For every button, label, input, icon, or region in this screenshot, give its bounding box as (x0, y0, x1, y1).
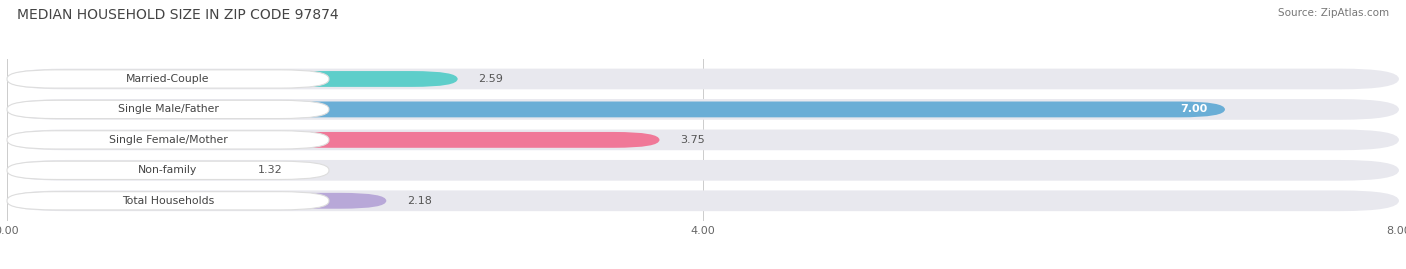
Text: MEDIAN HOUSEHOLD SIZE IN ZIP CODE 97874: MEDIAN HOUSEHOLD SIZE IN ZIP CODE 97874 (17, 8, 339, 22)
FancyBboxPatch shape (7, 161, 329, 179)
FancyBboxPatch shape (7, 162, 236, 178)
Text: 7.00: 7.00 (1180, 104, 1208, 114)
FancyBboxPatch shape (7, 70, 329, 88)
FancyBboxPatch shape (7, 193, 387, 209)
Text: 3.75: 3.75 (681, 135, 706, 145)
FancyBboxPatch shape (7, 160, 1399, 181)
FancyBboxPatch shape (7, 99, 1399, 120)
FancyBboxPatch shape (7, 100, 329, 119)
Text: 2.18: 2.18 (408, 196, 432, 206)
FancyBboxPatch shape (7, 130, 1399, 150)
FancyBboxPatch shape (7, 69, 1399, 89)
FancyBboxPatch shape (7, 71, 458, 87)
Text: 2.59: 2.59 (478, 74, 503, 84)
Text: Single Female/Mother: Single Female/Mother (108, 135, 228, 145)
Text: Source: ZipAtlas.com: Source: ZipAtlas.com (1278, 8, 1389, 18)
Text: 1.32: 1.32 (257, 165, 283, 175)
FancyBboxPatch shape (7, 190, 1399, 211)
Text: Married-Couple: Married-Couple (127, 74, 209, 84)
Text: Single Male/Father: Single Male/Father (118, 104, 218, 114)
Text: Non-family: Non-family (138, 165, 198, 175)
Text: Total Households: Total Households (122, 196, 214, 206)
FancyBboxPatch shape (7, 101, 1225, 117)
FancyBboxPatch shape (7, 132, 659, 148)
FancyBboxPatch shape (7, 192, 329, 210)
FancyBboxPatch shape (7, 131, 329, 149)
